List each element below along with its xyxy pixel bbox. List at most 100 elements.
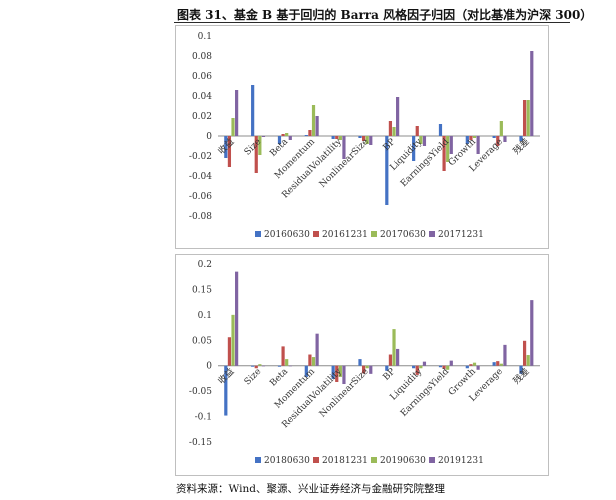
y-tick-label: -0.1 (195, 413, 212, 423)
bar-20191231-6 (396, 348, 400, 366)
bar-20170630-10 (499, 121, 503, 136)
bar-20171231-1 (261, 136, 266, 137)
bar-20161231-7 (415, 126, 419, 136)
bar-20160630-8 (438, 124, 443, 136)
bar-20170630-4 (338, 136, 342, 140)
bar-20160630-0 (224, 136, 228, 158)
bar-20181231-8 (442, 365, 446, 369)
bar-20160630-10 (492, 136, 496, 138)
bar-20171231-10 (503, 136, 507, 142)
bar-20171231-4 (342, 136, 346, 159)
bar-20191231-0 (235, 271, 239, 366)
bar-20191231-4 (342, 365, 346, 385)
legend-label-20190630: 20190630 (380, 456, 426, 466)
bar-20191231-3 (315, 333, 319, 366)
bar-20161231-9 (469, 136, 473, 140)
bar-20181231-2 (281, 346, 285, 366)
bar-20170630-5 (365, 136, 369, 144)
y-tick-label: 0.15 (192, 285, 212, 295)
y-tick-label: -0.02 (189, 152, 212, 162)
y-tick-label: 0.1 (198, 32, 212, 42)
legend-swatch-20180630 (255, 457, 261, 463)
x-tick-label: Beta (268, 137, 290, 159)
bar-20171231-3 (315, 116, 319, 136)
bar-20190630-9 (472, 362, 477, 366)
legend-swatch-20181231 (313, 457, 319, 463)
bar-20180630-8 (438, 365, 443, 368)
y-tick-label: 0.06 (192, 72, 212, 82)
y-tick-label: -0.08 (189, 212, 212, 222)
bar-20180630-9 (465, 365, 469, 369)
x-tick-label: BP (382, 367, 398, 383)
bar-20170630-11 (526, 100, 530, 136)
bar-20180630-1 (251, 365, 255, 367)
y-tick-label: 0 (206, 362, 212, 372)
bar-20180630-5 (358, 359, 362, 366)
bar-20170630-8 (446, 136, 450, 162)
bar-20191231-8 (449, 360, 453, 366)
bar-20160630-7 (412, 136, 416, 161)
chart-1: -0.08 -0.06 -0.04 -0.02 0 0.02 0.04 0.06 0.08 0.1… (175, 25, 549, 249)
bar-20180630-3 (304, 365, 308, 377)
bar-20160630-1 (251, 85, 255, 136)
legend-swatch-20190630 (371, 457, 377, 463)
bar-20180630-4 (331, 365, 335, 379)
bar-20171231-9 (476, 136, 480, 154)
bar-20191231-9 (476, 365, 480, 370)
x-tick-label: BP (382, 137, 398, 153)
bar-20190630-0 (231, 314, 235, 366)
bar-20171231-8 (449, 136, 453, 154)
bar-20170630-1 (258, 136, 262, 155)
bar-20171231-5 (369, 136, 373, 145)
bar-20190630-1 (258, 364, 262, 366)
bar-20160630-4 (331, 136, 335, 139)
bar-20181231-1 (254, 365, 258, 369)
y-tick-label: 0 (206, 132, 212, 142)
bar-20190630-10 (499, 363, 503, 366)
bar-20161231-0 (227, 136, 232, 167)
y-tick-label: -0.15 (189, 438, 212, 448)
bar-20160630-6 (385, 136, 389, 205)
bar-20180630-0 (224, 365, 228, 416)
bar-20171231-2 (288, 136, 292, 140)
bar-20171231-11 (530, 51, 534, 136)
legend-swatch-20161231 (313, 231, 319, 237)
bar-20161231-6 (388, 121, 393, 136)
y-tick-label: -0.06 (189, 192, 212, 202)
legend-label-20191231: 20191231 (438, 456, 484, 466)
x-tick-label: Size (243, 367, 264, 388)
bar-20181231-6 (388, 354, 393, 366)
bar-20190630-4 (338, 365, 342, 377)
bar-20180630-6 (385, 365, 389, 371)
bar-20180630-11 (519, 365, 523, 374)
bar-20180630-2 (277, 365, 282, 367)
bar-20181231-5 (361, 365, 366, 374)
bar-20161231-8 (442, 136, 446, 171)
y-tick-label: 0.05 (192, 336, 212, 346)
chart-2: -0.15 -0.1 -0.05 0 0.05 0.1 0.15 0.2 收益 Size Beta M… (175, 254, 549, 476)
bar-20161231-11 (522, 100, 527, 136)
y-tick-label: 0.2 (198, 260, 212, 270)
bar-20161231-1 (254, 136, 258, 173)
bar-20161231-3 (308, 130, 312, 136)
legend-swatch-20191231 (429, 457, 435, 463)
bar-20180630-10 (492, 362, 496, 366)
bar-20170630-2 (285, 133, 289, 136)
bar-20190630-7 (419, 365, 423, 369)
bar-20191231-10 (503, 344, 507, 366)
x-tick-label: EarningsYield (399, 367, 451, 419)
legend-label-20181231: 20181231 (322, 456, 368, 466)
bar-20190630-8 (446, 365, 450, 370)
bar-20161231-5 (361, 136, 366, 141)
legend-label-20161231: 20161231 (322, 230, 368, 240)
bar-20160630-2 (277, 136, 282, 144)
page-title: 图表 31、基金 B 基于回归的 Barra 风格因子归因（对比基准为沪深 30… (177, 8, 593, 22)
y-tick-label: -0.05 (189, 387, 212, 397)
bar-20170630-7 (419, 136, 423, 144)
bar-20170630-3 (311, 105, 316, 136)
bar-20181231-3 (308, 354, 312, 366)
legend-swatch-20160630 (255, 231, 261, 237)
bar-20160630-3 (304, 135, 308, 136)
bar-20181231-9 (469, 364, 473, 366)
